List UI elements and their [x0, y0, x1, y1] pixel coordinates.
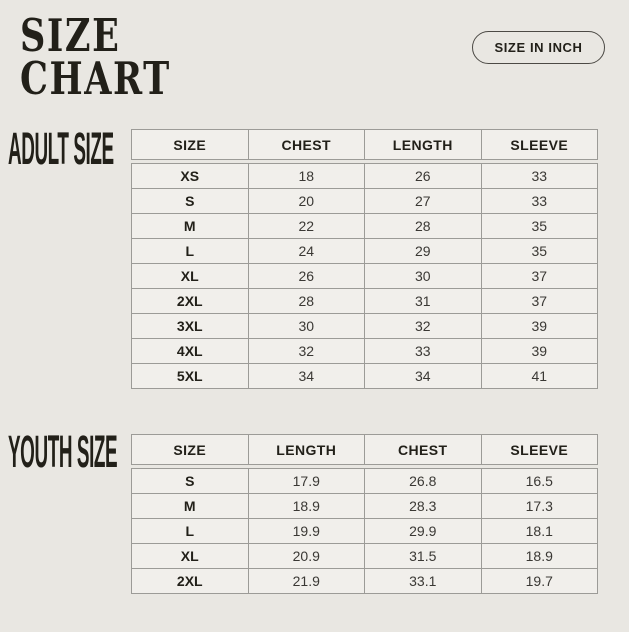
adult-size-table: SIZE CHEST LENGTH SLEEVE XS 18 26 33 S 20 27 33 M 22…	[131, 129, 598, 389]
size-label-cell: S	[131, 468, 249, 494]
column-header: CHEST	[247, 129, 365, 160]
size-unit-button[interactable]: SIZE IN INCH	[472, 31, 605, 64]
size-label-cell: M	[131, 493, 249, 519]
value-cell: 34	[364, 363, 482, 389]
table-row: M 22 28 35	[131, 213, 598, 239]
column-header: LENGTH	[364, 129, 482, 160]
size-label-cell: 2XL	[131, 288, 249, 314]
size-label-cell: L	[131, 518, 249, 544]
table-row: S 17.9 26.8 16.5	[131, 468, 598, 494]
value-cell: 17.3	[480, 493, 598, 519]
adult-size-section-label: ADULT SIZE	[8, 123, 114, 174]
size-label-cell: M	[131, 213, 249, 239]
adult-header-row: SIZE CHEST LENGTH SLEEVE	[131, 129, 598, 160]
table-row: 2XL 28 31 37	[131, 288, 598, 314]
size-label-cell: XL	[131, 543, 249, 569]
value-cell: 29.9	[364, 518, 482, 544]
value-cell: 37	[480, 263, 598, 289]
value-cell: 28	[364, 213, 482, 239]
page-title: SIZE CHART	[20, 13, 171, 101]
value-cell: 33.1	[364, 568, 482, 594]
size-label-cell: XS	[131, 163, 249, 189]
size-unit-button-label: SIZE IN INCH	[494, 40, 583, 55]
value-cell: 17.9	[247, 468, 365, 494]
size-label-cell: S	[131, 188, 249, 214]
value-cell: 31	[364, 288, 482, 314]
table-row: 3XL 30 32 39	[131, 313, 598, 339]
value-cell: 27	[364, 188, 482, 214]
value-cell: 21.9	[247, 568, 365, 594]
page-title-line2: CHART	[20, 52, 171, 105]
value-cell: 39	[480, 338, 598, 364]
value-cell: 32	[364, 313, 482, 339]
value-cell: 28.3	[364, 493, 482, 519]
value-cell: 35	[480, 213, 598, 239]
value-cell: 18	[247, 163, 365, 189]
youth-header-row: SIZE LENGTH CHEST SLEEVE	[131, 434, 598, 465]
size-label-cell: 3XL	[131, 313, 249, 339]
value-cell: 26.8	[364, 468, 482, 494]
value-cell: 32	[247, 338, 365, 364]
size-label-cell: XL	[131, 263, 249, 289]
column-header: SIZE	[131, 434, 249, 465]
value-cell: 33	[364, 338, 482, 364]
value-cell: 30	[247, 313, 365, 339]
value-cell: 20	[247, 188, 365, 214]
column-header: SIZE	[131, 129, 249, 160]
size-label-cell: 4XL	[131, 338, 249, 364]
value-cell: 34	[247, 363, 365, 389]
value-cell: 16.5	[480, 468, 598, 494]
table-row: 4XL 32 33 39	[131, 338, 598, 364]
value-cell: 26	[247, 263, 365, 289]
value-cell: 37	[480, 288, 598, 314]
column-header: SLEEVE	[480, 129, 598, 160]
value-cell: 33	[480, 188, 598, 214]
value-cell: 19.7	[480, 568, 598, 594]
value-cell: 30	[364, 263, 482, 289]
value-cell: 31.5	[364, 543, 482, 569]
value-cell: 18.1	[480, 518, 598, 544]
value-cell: 33	[480, 163, 598, 189]
column-header: CHEST	[364, 434, 482, 465]
table-row: L 24 29 35	[131, 238, 598, 264]
table-row: L 19.9 29.9 18.1	[131, 518, 598, 544]
value-cell: 26	[364, 163, 482, 189]
page-title-line1: SIZE	[20, 9, 121, 62]
table-row: 5XL 34 34 41	[131, 363, 598, 389]
value-cell: 39	[480, 313, 598, 339]
size-label-cell: 2XL	[131, 568, 249, 594]
table-row: XL 26 30 37	[131, 263, 598, 289]
value-cell: 18.9	[480, 543, 598, 569]
value-cell: 41	[480, 363, 598, 389]
value-cell: 28	[247, 288, 365, 314]
youth-size-section-label: YOUTH SIZE	[8, 426, 118, 477]
value-cell: 18.9	[247, 493, 365, 519]
value-cell: 20.9	[247, 543, 365, 569]
value-cell: 19.9	[247, 518, 365, 544]
size-label-cell: 5XL	[131, 363, 249, 389]
value-cell: 29	[364, 238, 482, 264]
table-row: M 18.9 28.3 17.3	[131, 493, 598, 519]
column-header: SLEEVE	[480, 434, 598, 465]
table-row: S 20 27 33	[131, 188, 598, 214]
table-row: XS 18 26 33	[131, 163, 598, 189]
value-cell: 24	[247, 238, 365, 264]
column-header: LENGTH	[247, 434, 365, 465]
value-cell: 35	[480, 238, 598, 264]
size-label-cell: L	[131, 238, 249, 264]
table-row: XL 20.9 31.5 18.9	[131, 543, 598, 569]
table-row: 2XL 21.9 33.1 19.7	[131, 568, 598, 594]
value-cell: 22	[247, 213, 365, 239]
youth-size-table: SIZE LENGTH CHEST SLEEVE S 17.9 26.8 16.5 M 18.9…	[131, 434, 598, 594]
